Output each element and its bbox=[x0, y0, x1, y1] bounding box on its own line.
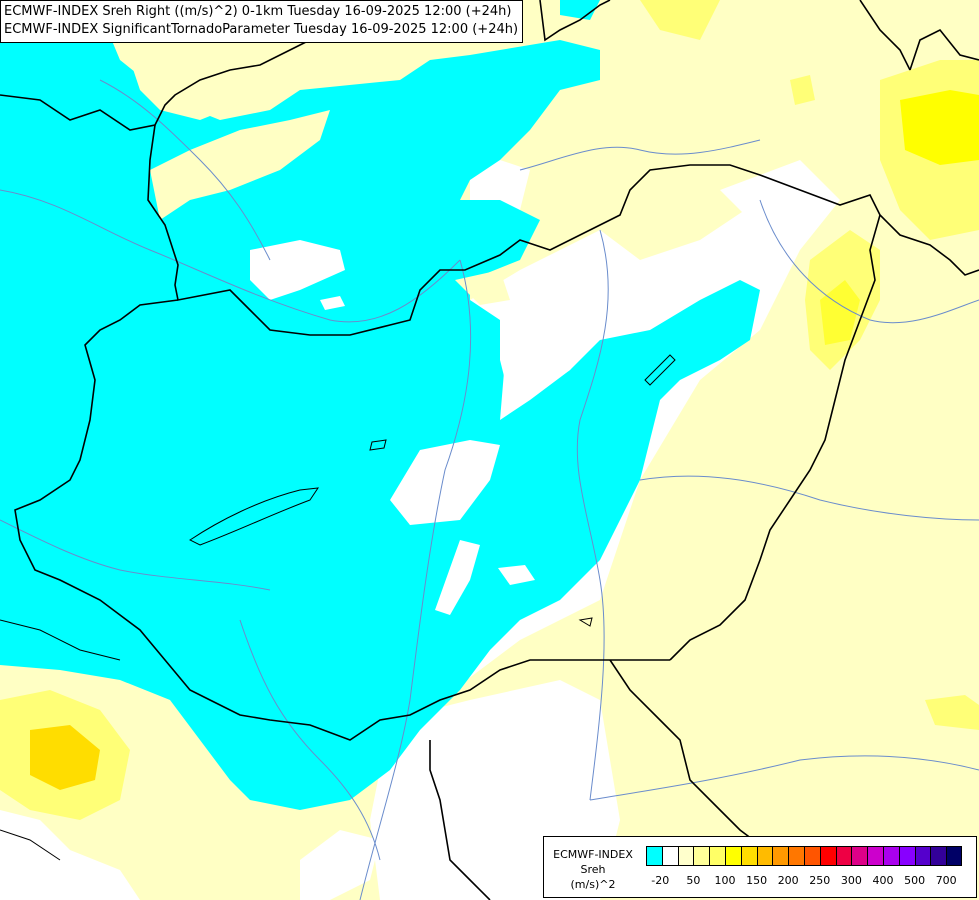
legend-tick-label: 500 bbox=[904, 874, 926, 887]
positive-patches bbox=[130, 0, 600, 615]
legend-title-unit: (m/s)^2 bbox=[570, 878, 616, 891]
legend-tick-label: 200 bbox=[777, 874, 799, 887]
legend-tick-label: 400 bbox=[872, 874, 894, 887]
title-line-sreh: ECMWF-INDEX Sreh Right ((m/s)^2) 0-1km T… bbox=[4, 4, 512, 19]
legend-swatch bbox=[882, 846, 899, 866]
legend-tick-label: 250 bbox=[809, 874, 831, 887]
legend-swatch bbox=[756, 846, 773, 866]
legend-title-model: ECMWF-INDEX bbox=[553, 848, 633, 861]
legend-swatch bbox=[835, 846, 852, 866]
legend-swatch bbox=[803, 846, 820, 866]
legend-title: ECMWF-INDEX Sreh (m/s)^2 bbox=[548, 847, 638, 892]
legend-tick-label: 50 bbox=[686, 874, 701, 887]
legend-swatch bbox=[819, 846, 836, 866]
legend-swatch bbox=[661, 846, 678, 866]
legend-swatch bbox=[693, 846, 710, 866]
lakes bbox=[189, 354, 676, 627]
legend-tick-label: 700 bbox=[935, 874, 957, 887]
legend-swatch bbox=[914, 846, 931, 866]
legend-tick-label: 300 bbox=[840, 874, 862, 887]
legend-swatch bbox=[867, 846, 883, 866]
legend-swatch bbox=[851, 846, 868, 866]
legend-swatch bbox=[740, 846, 757, 866]
legend-swatches bbox=[646, 846, 962, 866]
color-legend: ECMWF-INDEX Sreh (m/s)^2 -20 50 100 150 200 2… bbox=[543, 836, 977, 898]
title-line-stp: ECMWF-INDEX SignificantTornadoParameter … bbox=[4, 22, 519, 37]
legend-tick-label: -20 bbox=[651, 874, 670, 887]
legend-tick-label: 150 bbox=[746, 874, 768, 887]
legend-swatch bbox=[788, 846, 804, 866]
legend-swatch bbox=[898, 846, 915, 866]
coastline bbox=[0, 619, 121, 861]
legend-swatch bbox=[946, 846, 962, 866]
moderate-field bbox=[0, 0, 979, 820]
legend-ticks: -20 50 100 150 200 250 300 400 500 700 bbox=[646, 874, 976, 888]
rivers bbox=[0, 79, 979, 900]
legend-title-param: Sreh bbox=[580, 863, 606, 876]
map-title-box: ECMWF-INDEX Sreh Right ((m/s)^2) 0-1km T… bbox=[0, 0, 524, 43]
legend-tick-label: 100 bbox=[714, 874, 736, 887]
legend-swatch bbox=[709, 846, 725, 866]
legend-swatch bbox=[772, 846, 789, 866]
legend-swatch bbox=[930, 846, 947, 866]
legend-swatch bbox=[646, 846, 662, 866]
legend-swatch bbox=[677, 846, 694, 866]
legend-swatch bbox=[724, 846, 741, 866]
